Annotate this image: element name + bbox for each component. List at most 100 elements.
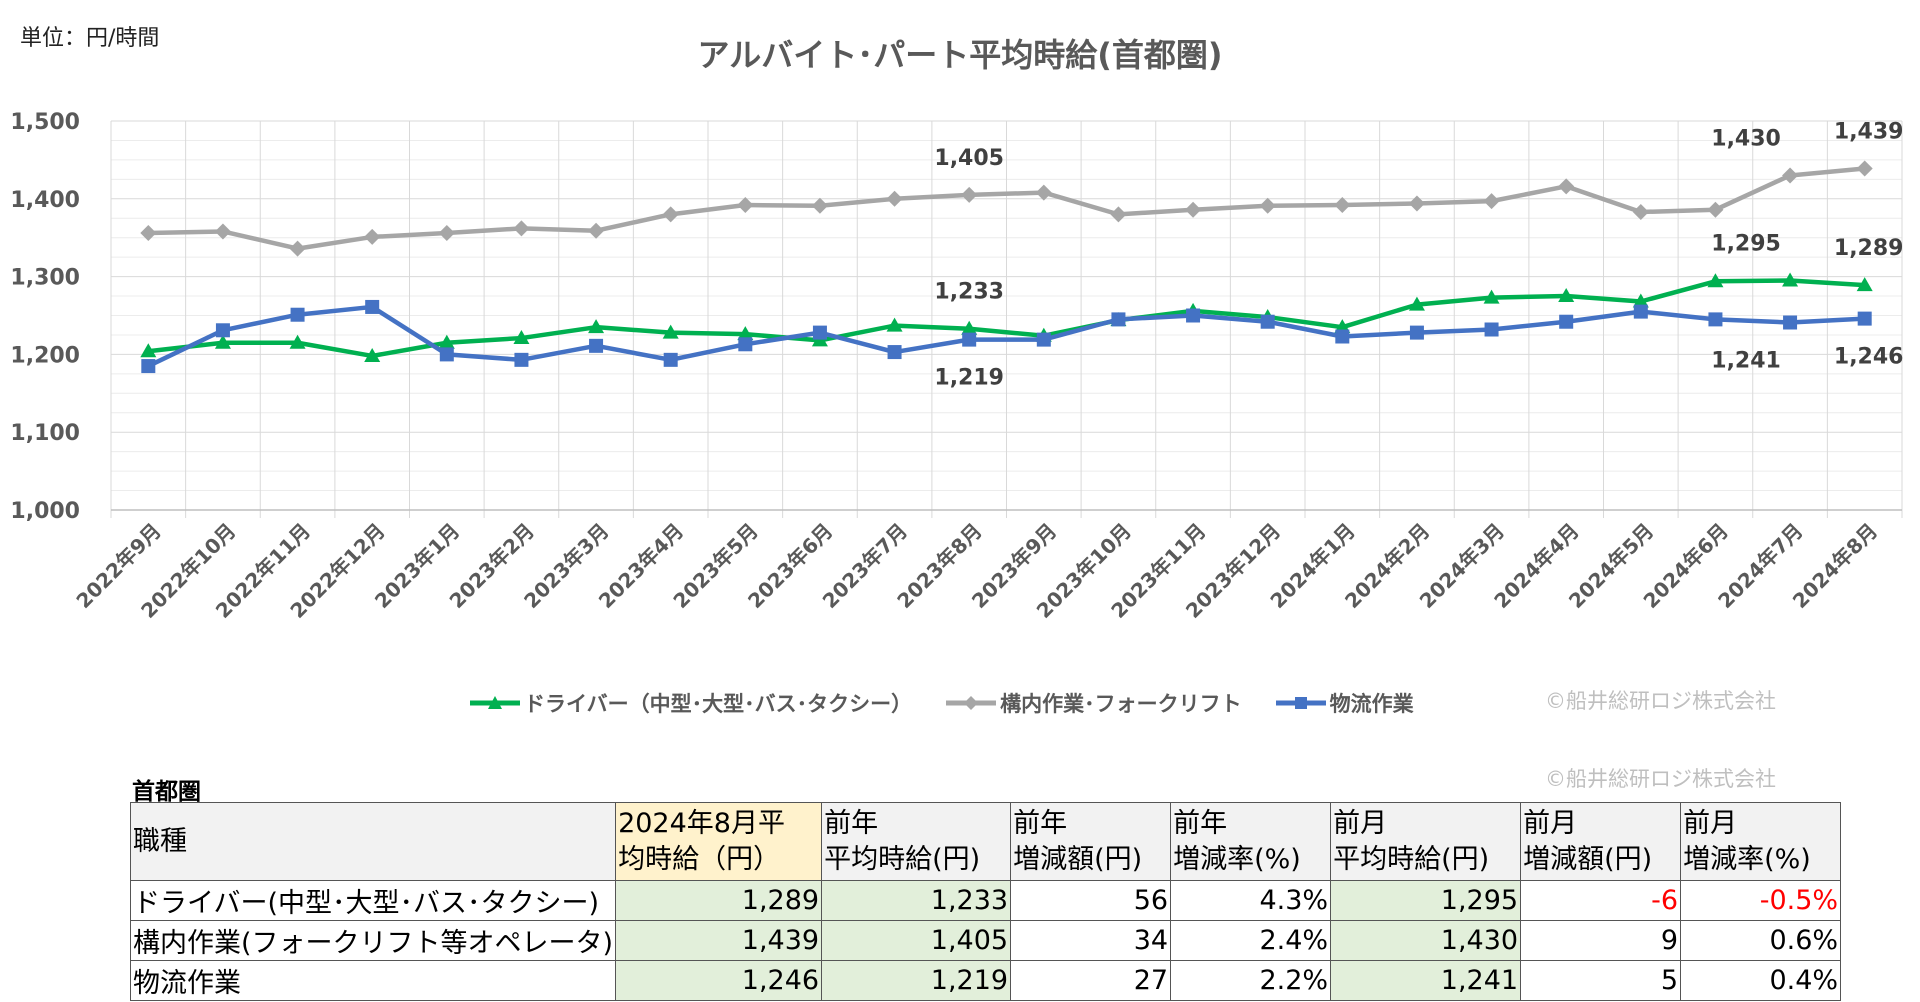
data-point-diamond [886, 190, 903, 207]
table-region-label: 首都圏 [132, 779, 201, 805]
data-point-triangle [1483, 289, 1500, 304]
header-cell: 前年 増減額(円) [1010, 802, 1172, 881]
data-point-triangle [438, 334, 455, 349]
data-point-diamond [214, 223, 231, 240]
copyright-chart: ©船井総研ロジ株式会社 [1545, 689, 1776, 713]
table-cell: 1,439 [615, 920, 823, 961]
data-label: 1,289 [1834, 236, 1904, 261]
data-point-diamond [1856, 160, 1873, 177]
header-cell: 前月 増減額(円) [1520, 802, 1682, 881]
data-point-square [962, 332, 977, 347]
data-point-square [290, 307, 305, 322]
table-cell: 9 [1520, 920, 1682, 961]
data-point-square [1335, 329, 1350, 344]
data-point-diamond [289, 240, 306, 257]
data-label: 1,430 [1711, 126, 1781, 151]
data-point-triangle [214, 334, 231, 349]
data-point-triangle [588, 319, 605, 334]
data-point-triangle [1782, 272, 1799, 287]
data-point-square [663, 352, 678, 367]
table-row: ドライバー(中型･大型･バス･タクシー) 1,289 1,233 56 4.3% 1,29… [129, 880, 1842, 921]
y-tick-label: 1,500 [10, 110, 80, 135]
legend-item-forklift: 構内作業･フォークリフト [946, 688, 1242, 718]
data-point-triangle [1558, 288, 1575, 303]
header-cell: 前月 平均時給(円) [1330, 802, 1522, 881]
line-chart: 1,0001,1001,2001,3001,4001,5002022年9月202… [10, 110, 1904, 623]
data-point-square [1409, 325, 1424, 340]
data-point-square [1783, 315, 1798, 330]
table-row: 構内作業(フォークリフト等オペレータ) 1,439 1,405 34 2.4% 1,430… [129, 920, 1842, 961]
table-cell: 56 [1010, 880, 1172, 921]
data-point-diamond [1483, 193, 1500, 210]
data-point-square [141, 359, 156, 374]
y-tick-label: 1,400 [10, 188, 80, 213]
data-label: 1,219 [934, 366, 1004, 391]
legend-marker-triangle-icon [470, 696, 520, 709]
data-point-square [1260, 314, 1275, 329]
legend-marker-square-icon [1275, 697, 1326, 709]
series-line [147, 304, 1865, 369]
data-point-triangle [1632, 293, 1649, 308]
table-cell: 4.3% [1170, 880, 1332, 921]
data-point-diamond [1035, 184, 1052, 201]
data-point-diamond [737, 197, 754, 214]
data-point-triangle [1408, 296, 1425, 311]
data-point-triangle [289, 334, 306, 349]
data-point-diamond [1334, 197, 1351, 214]
data-point-square [1559, 314, 1574, 329]
table-row: 物流作業 1,246 1,219 27 2.2% 1,241 5 0.4% [129, 960, 1842, 1001]
data-point-diamond [140, 225, 157, 242]
y-tick-label: 1,300 [10, 266, 80, 291]
unit-label: 単位：円/時間 [20, 26, 160, 51]
legend-item-driver: ドライバー（中型･大型･バス･タクシー） [470, 688, 912, 718]
header-cell: 2024年8月平 均時給（円） [615, 802, 823, 881]
data-point-triangle [886, 317, 903, 332]
legend: ドライバー（中型･大型･バス･タクシー） 構内作業･フォークリフト 物流作業 [470, 688, 1414, 718]
series-line [148, 166, 1865, 251]
table-cell: 1,430 [1330, 920, 1522, 961]
table-cell: 1,289 [615, 880, 823, 921]
table-cell: 2.2% [1170, 960, 1332, 1001]
table-cell: ドライバー(中型･大型･バス･タクシー) [129, 880, 617, 921]
data-label: 1,246 [1834, 345, 1904, 370]
data-point-diamond [1632, 204, 1649, 221]
table-cell: -0.5% [1680, 880, 1842, 921]
table-cell: 1,405 [821, 920, 1012, 961]
data-point-triangle [1856, 277, 1873, 292]
data-point-diamond [1259, 197, 1276, 214]
data-point-square [1633, 304, 1648, 319]
data-point-square [1111, 312, 1126, 327]
header-cell: 前年 増減率(%) [1170, 802, 1332, 881]
table-cell: 1,241 [1330, 960, 1522, 1001]
data-point-diamond [438, 225, 455, 242]
data-label: 1,439 [1834, 119, 1904, 144]
legend-marker-diamond-icon [946, 696, 997, 710]
data-point-square [514, 352, 529, 367]
data-point-diamond [961, 186, 978, 203]
data-point-triangle [737, 326, 754, 341]
legend-item-logistics: 物流作業 [1275, 688, 1414, 718]
data-point-triangle [513, 330, 530, 345]
table-cell: 0.6% [1680, 920, 1842, 961]
table-cell: -6 [1520, 880, 1682, 921]
data-point-diamond [513, 220, 530, 237]
table-cell: 5 [1520, 960, 1682, 1001]
data-point-triangle [961, 320, 978, 335]
data-point-triangle [662, 324, 679, 339]
data-point-triangle [1707, 273, 1724, 288]
legend-label: 構内作業･フォークリフト [1000, 692, 1242, 716]
table-cell: 1,295 [1330, 880, 1522, 921]
table-cell: 34 [1010, 920, 1172, 961]
data-point-diamond [588, 222, 605, 239]
data-point-square [1857, 311, 1872, 326]
table-header-row: 職種 2024年8月平 均時給（円） 前年 平均時給(円) 前年 増減額(円) … [129, 802, 1842, 881]
data-label: 1,405 [934, 146, 1004, 171]
data-point-diamond [1185, 201, 1202, 218]
chart-title: アルバイト･パート平均時給(首都圏) [697, 36, 1223, 74]
copyright-table: ©船井総研ロジ株式会社 [1545, 767, 1776, 791]
data-point-diamond [1782, 167, 1799, 184]
table-cell: 2.4% [1170, 920, 1332, 961]
table-cell: 1,246 [615, 960, 823, 1001]
y-tick-label: 1,100 [10, 421, 80, 446]
data-point-diamond [1408, 195, 1425, 212]
